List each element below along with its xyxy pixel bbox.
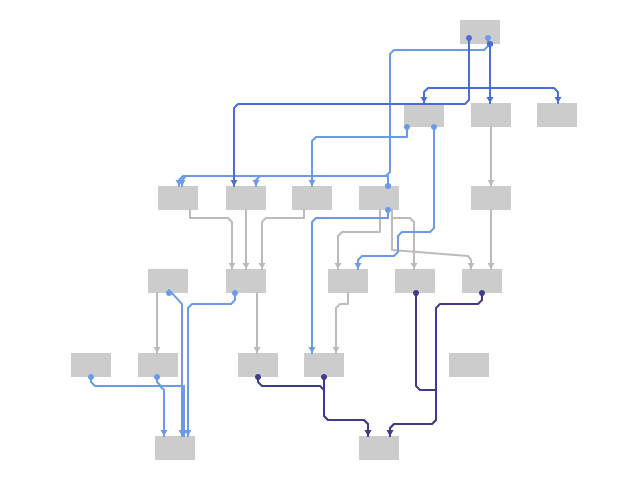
node-q: [304, 353, 344, 377]
node-i: [148, 269, 188, 293]
edge-g-to-j: [261, 209, 305, 270]
edge-arrowhead: [364, 430, 372, 436]
node-o: [138, 353, 178, 377]
edge-source-port: [466, 35, 472, 41]
edge-source-port: [404, 124, 410, 130]
edge-m-to-t: [389, 292, 483, 437]
edge-arrowhead: [332, 347, 340, 353]
edge-j-to-s: [187, 292, 236, 437]
edge-arrowhead: [486, 97, 494, 103]
edge-arrowhead: [228, 263, 236, 269]
edge-source-port: [321, 374, 327, 380]
edge-arrowhead: [178, 180, 186, 186]
edge-arrowhead: [253, 347, 261, 353]
edge-arrowhead: [410, 263, 418, 269]
edge-source-port: [413, 290, 419, 296]
node-l: [395, 269, 435, 293]
edge-layer: [88, 35, 562, 437]
edge-q-to-t: [257, 376, 369, 437]
node-layer: [71, 20, 577, 460]
edge-f-to-e: [178, 37, 489, 187]
node-s: [155, 436, 195, 460]
node-root: [460, 20, 500, 44]
edge-source-port: [166, 290, 172, 296]
edge-arrowhead: [180, 430, 188, 436]
edge-d-to-f: [255, 175, 389, 187]
edge-arrowhead: [153, 347, 161, 353]
edge-arrowhead: [258, 263, 266, 269]
node-a: [404, 103, 444, 127]
edge-source-port: [385, 183, 391, 189]
node-r: [449, 353, 489, 377]
edge-arrowhead: [354, 263, 362, 269]
node-f: [226, 186, 266, 210]
edge-d-to-l: [391, 209, 415, 270]
node-c: [537, 103, 577, 127]
edge-e-to-j: [189, 209, 233, 270]
edge-arrowhead: [308, 180, 316, 186]
edge-arrowhead: [467, 263, 475, 269]
node-n: [71, 353, 111, 377]
edge-arrowhead: [242, 263, 250, 269]
edge-k-to-p: [335, 292, 349, 354]
edge-a-to-d: [311, 126, 408, 187]
edge-arrowhead: [252, 180, 260, 186]
node-m: [462, 269, 502, 293]
edge-d-to-p: [337, 209, 381, 270]
edge-source-port: [88, 374, 94, 380]
edge-root-to-c: [489, 43, 559, 104]
edge-a-to-m: [357, 126, 435, 270]
edge-source-port: [232, 290, 238, 296]
edge-source-port: [431, 124, 437, 130]
edge-source-port: [385, 207, 391, 213]
edge-arrowhead: [386, 430, 394, 436]
edge-d-to-g: [181, 175, 389, 187]
node-j: [226, 269, 266, 293]
node-d: [359, 186, 399, 210]
node-t: [359, 436, 399, 460]
edge-source-port: [255, 374, 261, 380]
node-p: [238, 353, 278, 377]
edge-source-port: [154, 374, 160, 380]
node-e: [158, 186, 198, 210]
edge-source-port: [485, 35, 491, 41]
edge-arrowhead: [160, 430, 168, 436]
edge-n-to-s: [90, 376, 165, 437]
edge-root-to-a: [423, 43, 491, 104]
edge-arrowhead: [420, 97, 428, 103]
edge-arrowhead: [308, 347, 316, 353]
edge-l-to-t: [389, 292, 437, 437]
edge-d-to-i: [311, 209, 389, 354]
edge-e-to-i: [233, 37, 470, 187]
edge-source-port: [479, 290, 485, 296]
edge-p-to-t: [323, 376, 369, 437]
node-g: [292, 186, 332, 210]
edge-arrowhead: [334, 263, 342, 269]
edge-source-port: [487, 41, 493, 47]
edge-arrowhead: [487, 263, 495, 269]
edge-arrowhead: [554, 97, 562, 103]
edge-arrowhead: [487, 180, 495, 186]
node-h: [471, 186, 511, 210]
edge-o-to-s: [156, 376, 185, 437]
node-k: [328, 269, 368, 293]
node-b: [471, 103, 511, 127]
edge-arrowhead: [230, 180, 238, 186]
